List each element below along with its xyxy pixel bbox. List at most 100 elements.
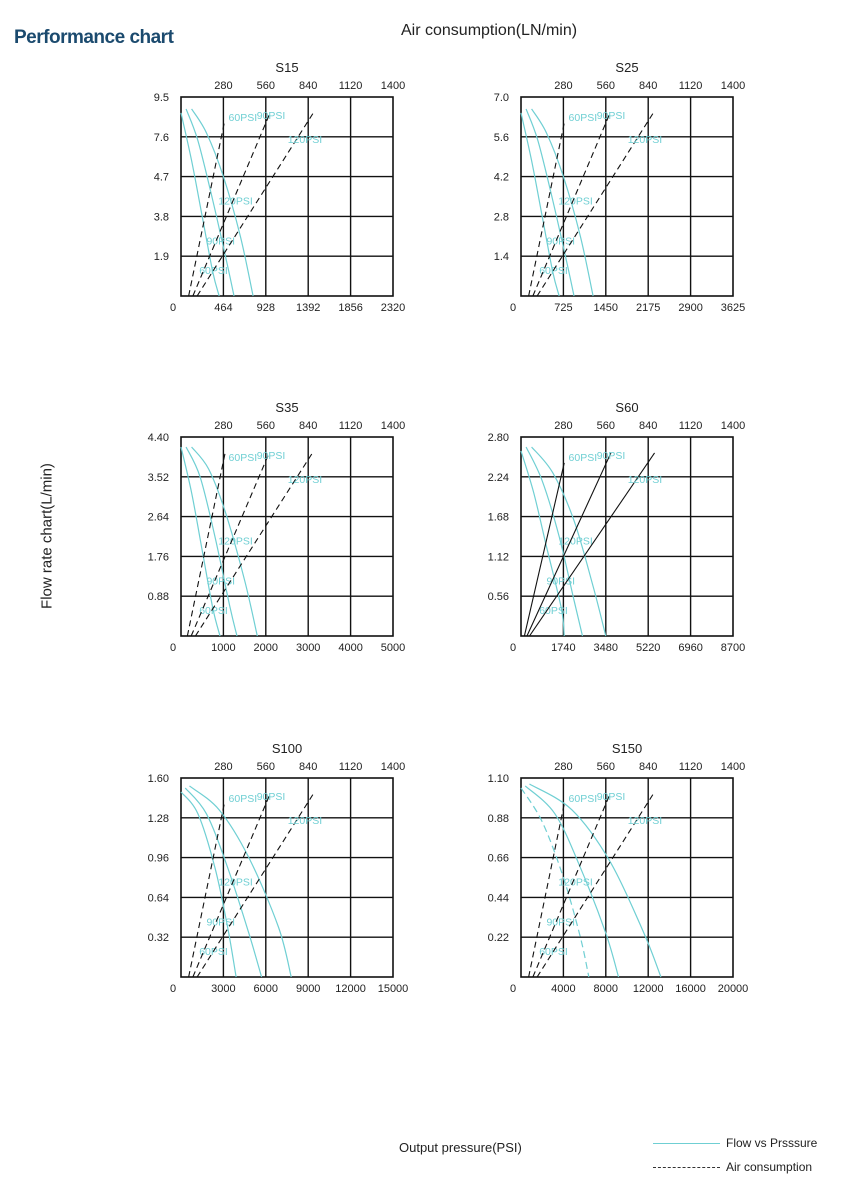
y-tick-label: 0.66: [488, 853, 509, 865]
chart-s150: S150 280 560 840 1120 1400 0.22 0.44 0.66 0.88 1.1…: [488, 741, 749, 995]
x-tick-label: 6960: [678, 642, 702, 654]
y-tick-label: 9.5: [154, 92, 169, 104]
x-tick-label: 1856: [338, 302, 362, 314]
y-tick-label: 1.28: [148, 813, 169, 825]
top-tick-label: 560: [597, 80, 615, 92]
curve-label: 60PSI: [199, 605, 228, 617]
curve-label: 60PSI: [539, 265, 568, 277]
y-tick-label: 1.10: [488, 773, 509, 785]
top-tick-label: 840: [639, 420, 657, 432]
curve-label: 120PSI: [558, 535, 592, 547]
curve-label: 120PSI: [558, 876, 592, 888]
y-tick-label: 2.8: [494, 211, 509, 223]
legend: Flow vs Prsssure Air consumption: [653, 1131, 817, 1179]
flow-curve-90psi: [524, 785, 620, 978]
top-tick-label: 560: [257, 761, 275, 773]
curve-label: 90PSI: [546, 575, 575, 587]
x-tick-label: 9000: [296, 983, 320, 995]
top-tick-label: 840: [639, 80, 657, 92]
y-tick-label: 3.52: [148, 472, 169, 484]
air-line-60psi: [186, 450, 227, 637]
dashed-line-icon: [653, 1166, 720, 1168]
y-tick-label: 4.2: [494, 172, 509, 184]
curve-label: 120PSI: [218, 195, 252, 207]
flow-curve-60psi: [180, 112, 220, 297]
curve-label: 60PSI: [199, 265, 228, 277]
plot-frame: [520, 96, 734, 297]
x-tick-label: 1450: [594, 302, 618, 314]
flow-curve-60psi: [520, 450, 565, 637]
flow-curve-60psi: [520, 787, 590, 978]
top-tick-label: 1120: [679, 420, 703, 432]
top-tick-label: 280: [554, 80, 572, 92]
flow-curve-90psi: [185, 108, 235, 297]
x-tick-label: 2320: [381, 302, 405, 314]
x-tick-label: 2175: [636, 302, 660, 314]
air-line-label: 60PSI: [229, 112, 258, 124]
y-tick-label: 2.24: [488, 472, 509, 484]
chart-title: S100: [272, 741, 302, 756]
chart-title: S35: [275, 400, 298, 415]
air-line-label: 90PSI: [257, 450, 286, 462]
y-tick-label: 1.76: [148, 551, 169, 563]
y-tick-label: 2.64: [148, 512, 169, 524]
air-line-120psi: [536, 112, 654, 297]
x-tick-label: 928: [257, 302, 275, 314]
chart-s100: S100 280 560 840 1120 1400 0.32 0.64 0.96 1.28 1.6…: [148, 741, 409, 995]
y-tick-label: 4.40: [148, 432, 169, 444]
x-tick-label: 3000: [296, 642, 320, 654]
flow-curve-120psi: [191, 446, 258, 637]
x-tick-label: 5000: [381, 642, 405, 654]
flow-curve-120psi: [189, 785, 292, 978]
y-tick-label: 0.56: [488, 591, 509, 603]
x-tick-label: 4000: [338, 642, 362, 654]
legend-label: Air consumption: [726, 1160, 813, 1174]
x-tick-label: 0: [170, 983, 176, 995]
curve-label: 90PSI: [546, 916, 575, 928]
chart-s35: S35 280 560 840 1120 1400 0.88 1.76 2.64 3.52 4.40…: [148, 400, 406, 654]
x-tick-label: 2900: [678, 302, 702, 314]
air-line-90psi: [532, 112, 611, 297]
x-tick-label: 0: [170, 642, 176, 654]
air-line-120psi: [196, 112, 314, 297]
y-tick-label: 0.44: [488, 892, 509, 904]
air-line-label: 90PSI: [597, 791, 626, 803]
x-tick-label: 2000: [254, 642, 278, 654]
curve-label: 120PSI: [218, 876, 252, 888]
top-tick-label: 1120: [339, 420, 363, 432]
y-tick-label: 5.6: [494, 132, 509, 144]
x-tick-label: 8700: [721, 642, 745, 654]
air-line-label: 120PSI: [288, 815, 322, 827]
plot-frame: [180, 777, 394, 978]
air-line-label: 60PSI: [229, 793, 258, 805]
x-tick-label: 1392: [296, 302, 320, 314]
air-line-label: 90PSI: [257, 110, 286, 122]
air-line-90psi: [526, 452, 612, 637]
x-tick-label: 15000: [378, 983, 409, 995]
top-tick-label: 1120: [679, 80, 703, 92]
y-tick-label: 0.22: [488, 932, 509, 944]
x-tick-label: 0: [510, 302, 516, 314]
air-line-120psi: [194, 452, 313, 637]
y-tick-label: 1.9: [154, 251, 169, 263]
y-tick-label: 1.68: [488, 512, 509, 524]
curve-label: 120PSI: [218, 535, 252, 547]
y-tick-label: 4.7: [154, 172, 169, 184]
y-tick-label: 7.0: [494, 92, 509, 104]
chart-s25: S25 280 560 840 1120 1400 1.4 2.8 4.2 5.6 7.0 0 725 1…: [494, 60, 746, 314]
grid: [181, 437, 393, 636]
flow-curve-90psi: [185, 446, 238, 637]
top-tick-label: 280: [214, 420, 232, 432]
air-line-label: 90PSI: [597, 450, 626, 462]
chart-s60: S60 280 560 840 1120 1400 0.56 1.12 1.68 2.24 2.80…: [488, 400, 746, 654]
top-tick-label: 1400: [381, 80, 405, 92]
y-axis-title: Flow rate chart(L/min): [38, 463, 56, 609]
top-tick-label: 840: [299, 420, 317, 432]
x-tick-label: 20000: [718, 983, 749, 995]
x-tick-label: 12000: [335, 983, 366, 995]
top-tick-label: 1120: [339, 761, 363, 773]
curve-label: 120PSI: [558, 195, 592, 207]
x-tick-label: 8000: [594, 983, 618, 995]
curve-label: 90PSI: [206, 235, 235, 247]
legend-item-flow: Flow vs Prsssure: [653, 1131, 817, 1155]
